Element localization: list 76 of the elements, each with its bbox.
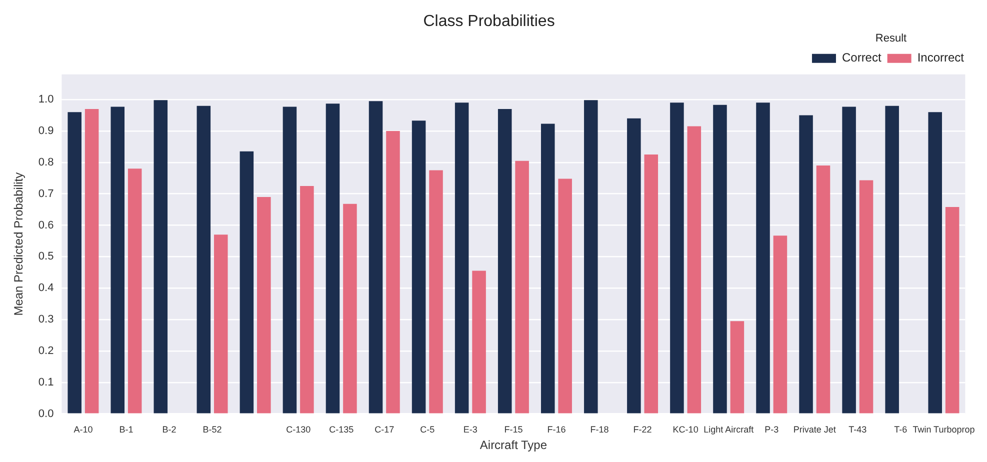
x-tick-label: C-5: [420, 424, 435, 435]
x-tick-label: Twin Turboprop: [912, 424, 975, 435]
y-tick-label: 0.2: [38, 344, 54, 357]
x-tick-label: F-22: [633, 424, 652, 435]
bar: [816, 166, 830, 414]
x-tick-label: B-2: [162, 424, 176, 435]
x-tick-label: F-15: [504, 424, 523, 435]
x-tick-label: Light Aircraft: [704, 424, 754, 435]
bar: [300, 186, 314, 414]
x-axis-title: Aircraft Type: [480, 438, 548, 452]
bar: [799, 115, 813, 414]
x-tick-label: B-52: [202, 424, 222, 435]
bar: [540, 124, 555, 414]
chart-title: Class Probabilities: [423, 13, 555, 30]
y-tick-label: 0.4: [38, 282, 54, 294]
bar: [326, 104, 340, 414]
y-tick-label: 0.7: [38, 188, 54, 200]
bar: [282, 106, 297, 414]
x-tick-label: T-43: [848, 424, 867, 435]
y-tick-label: 0.6: [38, 219, 54, 232]
bar: [584, 100, 598, 414]
bar: [368, 101, 383, 414]
bar: [154, 100, 168, 414]
x-tick-label: A-10: [74, 424, 93, 435]
legend-label: Correct: [842, 50, 882, 65]
bar: [859, 180, 874, 414]
bar: [842, 106, 856, 414]
bar: [454, 102, 469, 414]
y-tick-label: 0.8: [38, 156, 54, 168]
bar: [885, 106, 899, 414]
bar: [240, 151, 254, 414]
bar: [713, 104, 727, 414]
x-tick-label: E-3: [463, 424, 478, 435]
bar: [257, 196, 271, 414]
bar: [386, 130, 400, 414]
x-tick-label: C-17: [374, 424, 394, 435]
bar: [515, 160, 529, 414]
bar: [214, 234, 228, 414]
x-tick-label: T-6: [894, 424, 908, 435]
bar: [687, 126, 702, 414]
x-tick-label: P-3: [764, 424, 779, 435]
x-tick-label: B-1: [119, 424, 134, 435]
bar: [928, 112, 942, 414]
legend-label: Incorrect: [917, 50, 965, 65]
y-tick-label: 1.0: [38, 94, 54, 106]
bar: [429, 170, 443, 414]
bar: [412, 120, 426, 414]
bar: [644, 154, 658, 414]
y-tick-label: 0.5: [38, 250, 54, 263]
bar: [730, 321, 744, 414]
y-tick-label: 0.9: [38, 125, 54, 137]
y-tick-label: 0.3: [38, 314, 54, 326]
bar: [558, 178, 572, 414]
x-tick-label: C-130: [286, 424, 311, 435]
x-tick-label: F-16: [547, 424, 566, 435]
bar: [343, 204, 357, 414]
y-tick-label: 0.1: [38, 376, 54, 388]
bar: [196, 106, 211, 414]
bar: [84, 108, 99, 414]
bar: [756, 102, 770, 414]
bar: [472, 270, 486, 414]
y-axis-title: Mean Predicted Probability: [12, 172, 26, 316]
bar: [498, 108, 512, 414]
bar: [627, 118, 641, 414]
bar: [945, 207, 960, 414]
x-tick-label: C-135: [329, 424, 354, 435]
bar: [773, 236, 788, 414]
legend-title: Result: [875, 32, 907, 45]
bar: [110, 106, 125, 414]
y-tick-label: 0.0: [38, 408, 54, 420]
x-tick-label: F-18: [590, 424, 609, 435]
bar: [68, 112, 82, 414]
bar: [670, 102, 684, 414]
x-tick-label: Private Jet: [793, 424, 836, 435]
bar: [128, 168, 142, 414]
x-tick-label: KC-10: [672, 424, 698, 435]
